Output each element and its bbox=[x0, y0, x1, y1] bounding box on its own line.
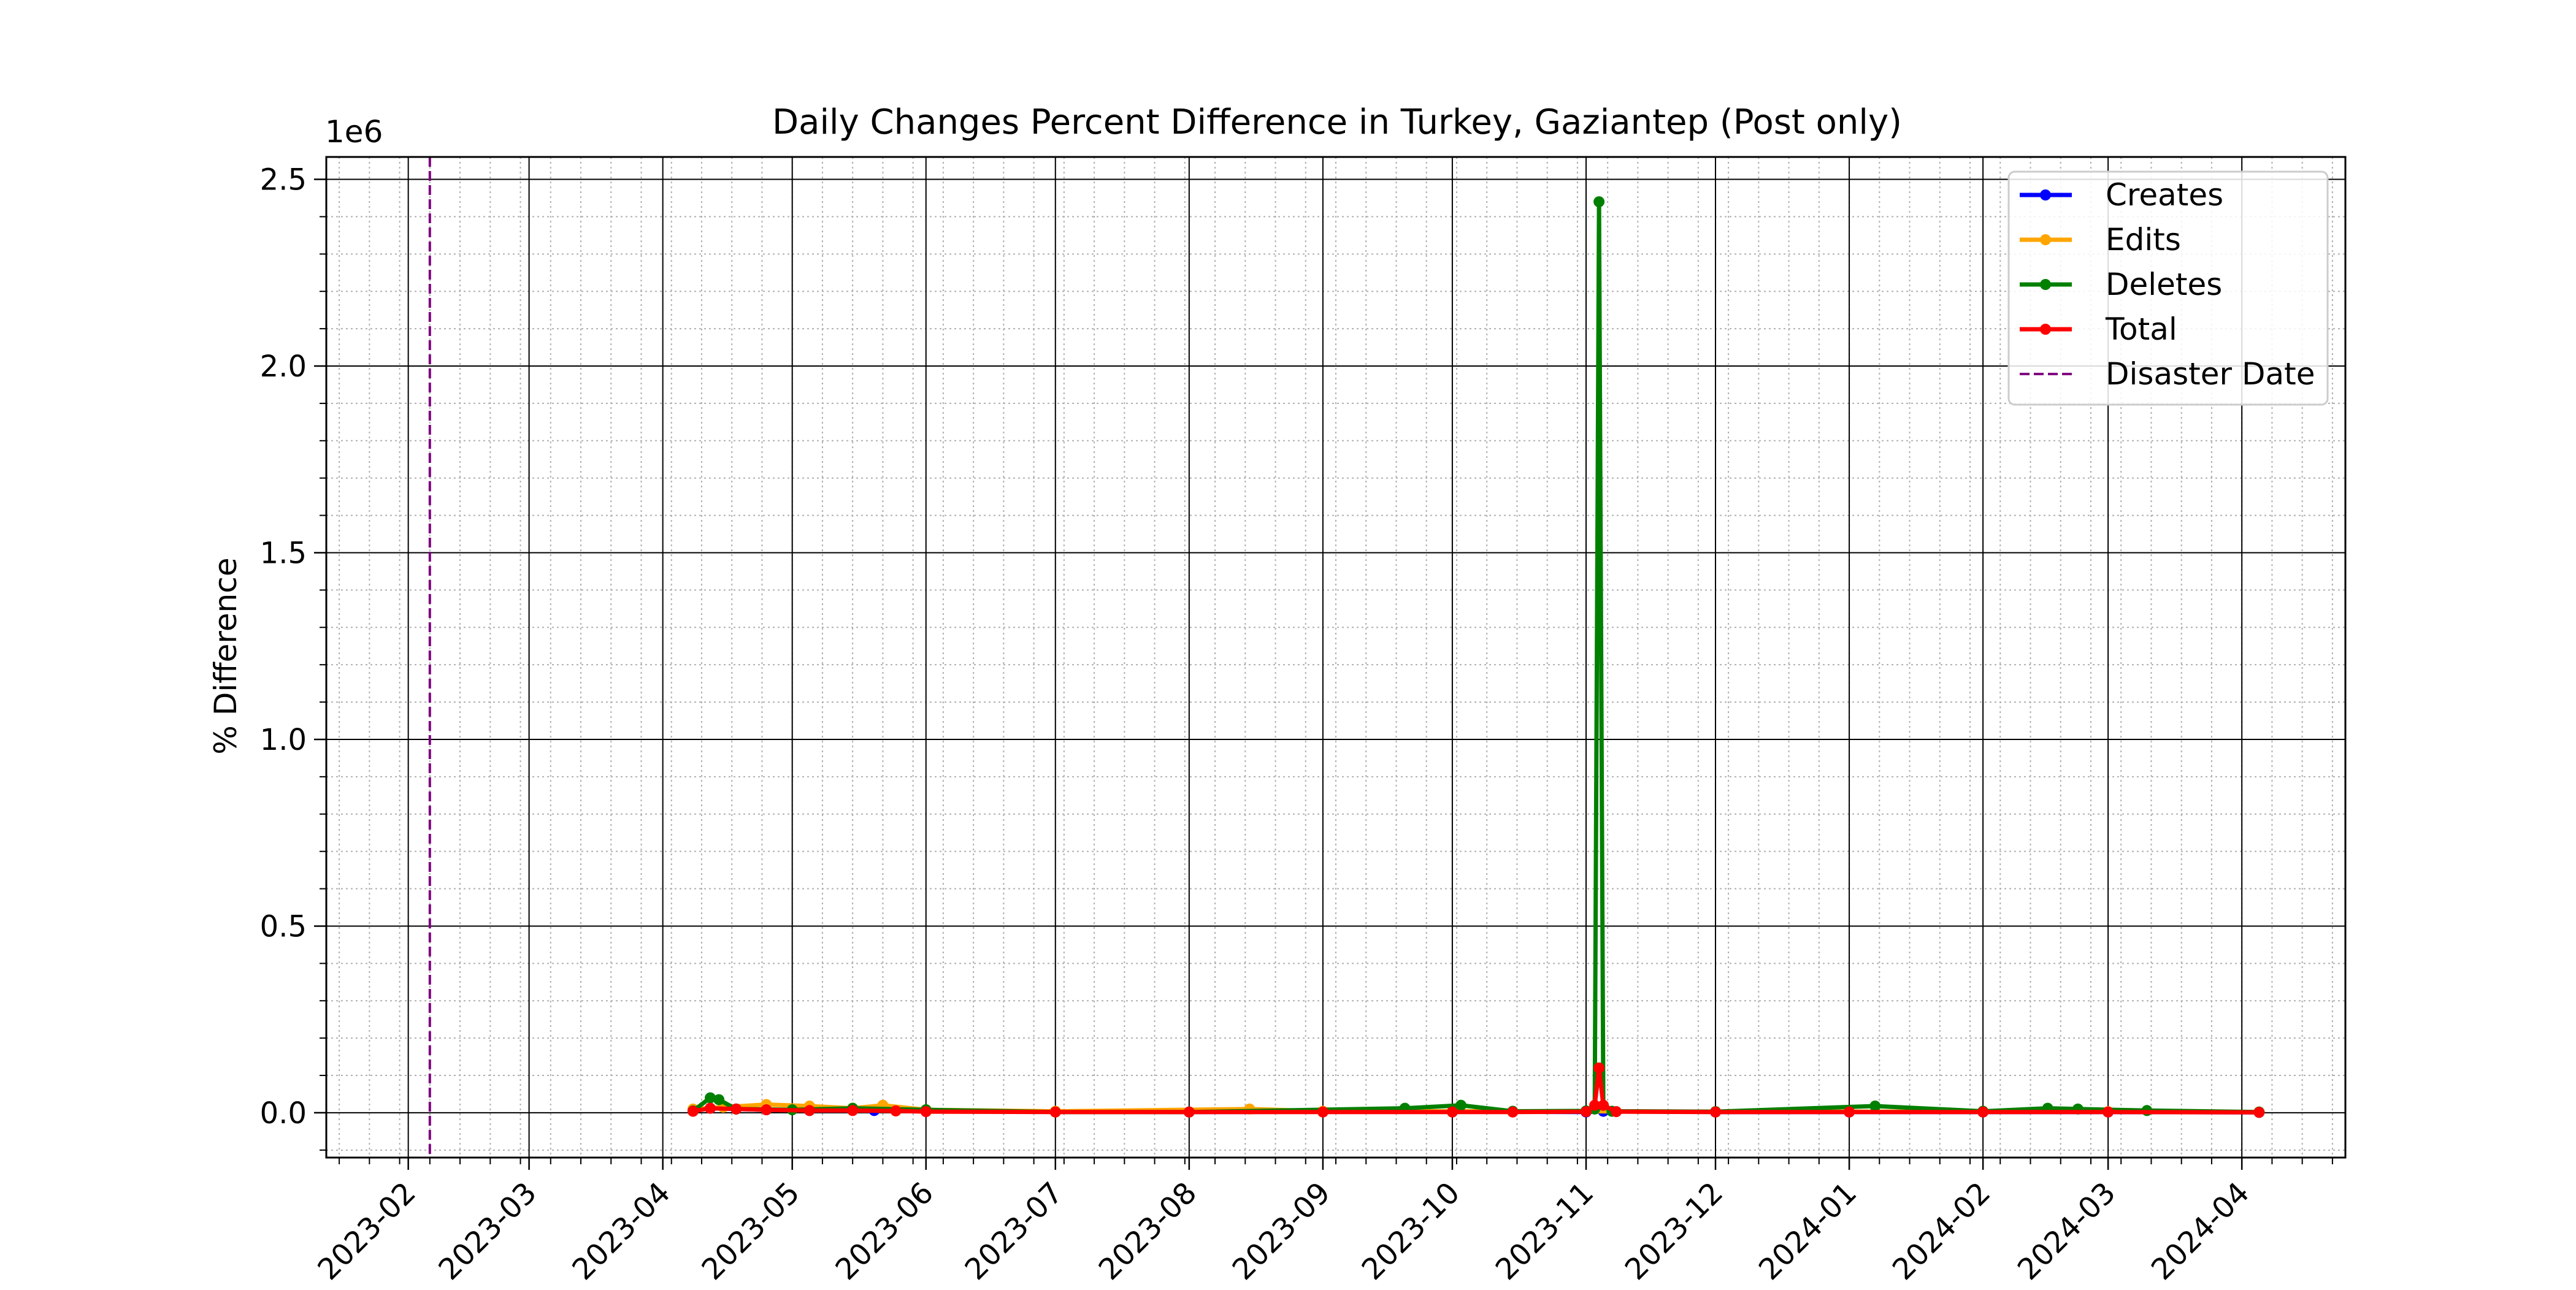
data-point bbox=[1580, 1106, 1592, 1118]
x-tick-label: 2023-05 bbox=[695, 1175, 806, 1286]
legend-label: Total bbox=[2105, 311, 2177, 347]
x-tick-label: 2023-09 bbox=[1226, 1175, 1337, 1286]
y-tick-label: 2.5 bbox=[260, 163, 307, 197]
y-tick-label: 2.0 bbox=[260, 349, 307, 384]
legend-marker bbox=[2040, 324, 2051, 335]
data-point bbox=[705, 1092, 716, 1104]
data-point bbox=[2103, 1106, 2114, 1118]
plot-frame bbox=[325, 156, 2347, 1159]
legend-label: Disaster Date bbox=[2106, 356, 2315, 392]
data-point bbox=[1589, 1099, 1601, 1111]
legend-label: Creates bbox=[2106, 177, 2223, 213]
x-tick-label: 2023-10 bbox=[1355, 1175, 1466, 1286]
x-tick-label: 2023-02 bbox=[311, 1175, 422, 1286]
data-point bbox=[1507, 1106, 1519, 1118]
data-point bbox=[1593, 1062, 1605, 1074]
x-tick-label: 2024-02 bbox=[1886, 1175, 1997, 1286]
data-point bbox=[890, 1105, 902, 1116]
data-point bbox=[847, 1105, 859, 1116]
data-point bbox=[730, 1103, 742, 1115]
data-point bbox=[705, 1102, 716, 1114]
x-tick-label: 2023-04 bbox=[565, 1175, 677, 1286]
data-point bbox=[1593, 196, 1605, 208]
x-tick-label: 2024-04 bbox=[2145, 1175, 2256, 1286]
y-offset-label: 1e6 bbox=[325, 114, 383, 150]
data-point bbox=[1446, 1106, 1458, 1118]
x-tick-label: 2023-03 bbox=[432, 1175, 543, 1286]
data-point bbox=[1183, 1106, 1195, 1118]
legend-marker bbox=[2040, 279, 2051, 290]
data-point bbox=[761, 1104, 772, 1116]
x-tick-label: 2023-06 bbox=[829, 1175, 940, 1286]
data-point bbox=[713, 1094, 725, 1105]
x-tick-label: 2023-08 bbox=[1092, 1175, 1203, 1286]
chart-title: Daily Changes Percent Difference in Turk… bbox=[772, 102, 1902, 142]
data-point bbox=[1844, 1106, 1855, 1118]
data-point bbox=[687, 1105, 699, 1117]
legend-label: Deletes bbox=[2106, 267, 2222, 302]
x-tick-label: 2023-11 bbox=[1489, 1175, 1600, 1286]
x-tick-label: 2023-07 bbox=[959, 1175, 1070, 1286]
data-point bbox=[1611, 1106, 1622, 1118]
data-point bbox=[920, 1106, 932, 1118]
data-point bbox=[1317, 1106, 1328, 1118]
data-point bbox=[1710, 1106, 1722, 1118]
y-tick-label: 0.5 bbox=[260, 909, 307, 944]
legend-box bbox=[2007, 170, 2329, 406]
x-tick-label: 2024-03 bbox=[2011, 1175, 2122, 1286]
data-point bbox=[1598, 1099, 1609, 1111]
data-point bbox=[1977, 1106, 1989, 1118]
data-point bbox=[803, 1105, 815, 1116]
y-axis-label: % Difference bbox=[208, 557, 243, 754]
x-tick-label: 2023-12 bbox=[1619, 1175, 1730, 1286]
y-tick-label: 1.5 bbox=[260, 536, 307, 570]
data-point bbox=[1869, 1100, 1881, 1112]
y-tick-label: 0.0 bbox=[260, 1096, 307, 1131]
y-tick-label: 1.0 bbox=[260, 723, 307, 757]
data-point bbox=[2253, 1107, 2265, 1118]
legend-label: Edits bbox=[2106, 222, 2181, 258]
legend-marker bbox=[2040, 234, 2051, 245]
legend-marker bbox=[2040, 189, 2051, 200]
data-point bbox=[1455, 1099, 1466, 1111]
x-tick-label: 2024-01 bbox=[1752, 1175, 1863, 1286]
data-point bbox=[1049, 1106, 1061, 1118]
legend: Creates Edits Deletes Total Disaster Date bbox=[2007, 170, 2329, 406]
series-total bbox=[687, 1062, 2265, 1118]
